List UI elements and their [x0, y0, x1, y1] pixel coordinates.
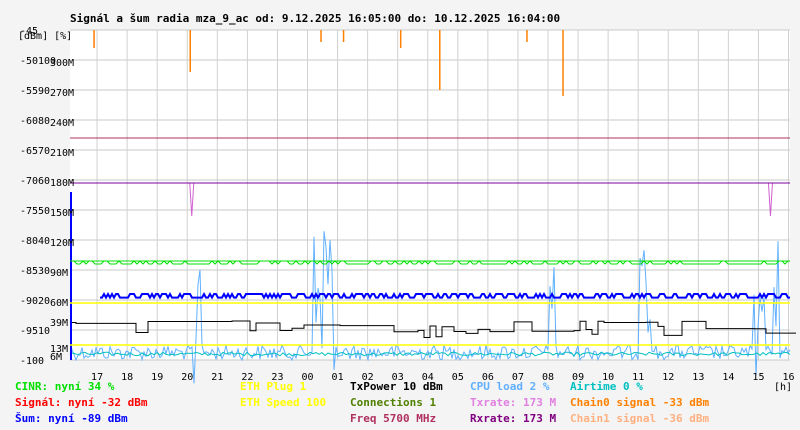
y-tick-dbm-0: -45 — [20, 26, 38, 37]
series-cpu-load — [69, 231, 791, 384]
legend-col4-0: CPU load 2 % — [470, 380, 550, 393]
y-tick-dbm-6: -75 — [20, 206, 38, 217]
x-tick-07: 07 — [512, 372, 524, 383]
plot-area — [70, 30, 790, 360]
legend: CINR: nyní 34 % Signál: nyní -32 dBm Šum: … — [15, 380, 709, 425]
y-tick-pct-4: 70 — [38, 146, 50, 157]
legend-col3-0: TxPower 10 dBm — [350, 380, 443, 393]
y-tick-rate-8: 60M — [50, 298, 68, 309]
y-tick-dbm-8: -85 — [20, 266, 38, 277]
x-tick-03: 03 — [392, 372, 404, 383]
x-tick-12: 12 — [662, 372, 674, 383]
y-tick-pct-8: 30 — [38, 266, 50, 277]
y-tick-rate-5: 150M — [50, 208, 74, 219]
y-tick-rate-9: 39M — [50, 318, 68, 329]
x-tick-13: 13 — [692, 372, 704, 383]
x-tick-11: 11 — [632, 372, 644, 383]
y-tick-dbm-5: -70 — [20, 176, 38, 187]
x-tick-06: 06 — [482, 372, 494, 383]
tx-dip-0 — [189, 182, 195, 217]
y-tick-dbm-4: -65 — [20, 146, 38, 157]
x-tick-08: 08 — [542, 372, 554, 383]
y-tick-rate-11: 6M — [50, 352, 62, 363]
y-tick-pct-7: 40 — [38, 236, 50, 247]
x-tick-23: 23 — [271, 372, 283, 383]
legend-col1-2: Šum: nyní -89 dBm — [15, 412, 128, 425]
y-tick-rate-2: 240M — [50, 118, 74, 129]
x-tick-02: 02 — [362, 372, 374, 383]
grid — [70, 29, 790, 361]
legend-col1-1: Signál: nyní -32 dBm — [15, 396, 148, 409]
x-tick-18: 18 — [121, 372, 133, 383]
x-tick-21: 21 — [211, 372, 223, 383]
y-tick-pct-5: 60 — [38, 176, 50, 187]
x-tick-17: 17 — [91, 372, 103, 383]
y-tick-pct-6: 50 — [38, 206, 50, 217]
tx-dip-1 — [767, 182, 773, 217]
y-units-label: [dBm] [%] — [18, 31, 72, 42]
y-tick-dbm-11: -100 — [20, 356, 44, 367]
x-tick-20: 20 — [181, 372, 193, 383]
legend-col5-0: Airtime 0 % — [570, 380, 643, 393]
y-tick-dbm-9: -90 — [20, 296, 38, 307]
x-tick-22: 22 — [241, 372, 253, 383]
y-tick-dbm-3: -60 — [20, 116, 38, 127]
y-tick-dbm-2: -55 — [20, 86, 38, 97]
x-tick-14: 14 — [722, 372, 734, 383]
legend-col2-1: ETH Speed 100 — [240, 396, 326, 409]
x-tick-16: 16 — [782, 372, 794, 383]
y-tick-rate-0: 300M — [50, 58, 74, 69]
y-tick-rate-1: 270M — [50, 88, 74, 99]
legend-col4-2: Rxrate: 173 M — [470, 412, 556, 425]
x-tick-00: 00 — [301, 372, 313, 383]
y-tick-pct-1: 100 — [38, 56, 56, 67]
legend-col2-0: ETH Plug 1 — [240, 380, 307, 393]
x-unit-label: [h] — [774, 382, 792, 393]
legend-col1-0: CINR: nyní 34 % — [15, 380, 115, 393]
x-axis-ticks: 17 18 19 20 21 22 23 00 01 02 03 04 05 06 07 08 09 10 11 12… — [91, 372, 794, 383]
series-layer — [69, 30, 796, 384]
y-tick-pct-9: 20 — [38, 296, 50, 307]
x-tick-10: 10 — [602, 372, 614, 383]
y-tick-dbm-1: -50 — [20, 56, 38, 67]
x-tick-15: 15 — [752, 372, 764, 383]
y-axis-ticks: -45 -50 100 -55 90 -60 80 -65 70 -70 60 -75 50 -80 40 -… — [20, 26, 74, 367]
x-tick-04: 04 — [422, 372, 434, 383]
y-tick-pct-3: 80 — [38, 116, 50, 127]
y-tick-pct-10: 10 — [38, 326, 50, 337]
series-txpower — [70, 320, 796, 338]
y-tick-rate-10: 13M — [50, 344, 68, 355]
x-tick-05: 05 — [452, 372, 464, 383]
series-noise — [100, 291, 790, 300]
y-tick-dbm-7: -80 — [20, 236, 38, 247]
y-tick-rate-7: 90M — [50, 268, 68, 279]
chart-title: Signál a šum radia mza_9_ac od: 9.12.202… — [70, 12, 560, 25]
x-tick-09: 09 — [572, 372, 584, 383]
series-airtime — [69, 351, 791, 357]
legend-col3-1: Connections 1 — [350, 396, 436, 409]
legend-col5-1: Chain0 signal -33 dBm — [570, 396, 709, 409]
legend-col4-1: Txrate: 173 M — [470, 396, 556, 409]
y-tick-dbm-10: -95 — [20, 326, 38, 337]
y-tick-rate-6: 120M — [50, 238, 74, 249]
y-tick-rate-3: 210M — [50, 148, 74, 159]
reference-lines — [70, 137, 790, 346]
y-tick-rate-4: 180M — [50, 178, 74, 189]
x-tick-19: 19 — [151, 372, 163, 383]
x-tick-01: 01 — [332, 372, 344, 383]
y-tick-pct-2: 90 — [38, 86, 50, 97]
legend-col3-2: Freq 5700 MHz — [350, 412, 436, 425]
legend-col5-2: Chain1 signal -36 dBm — [570, 412, 709, 425]
